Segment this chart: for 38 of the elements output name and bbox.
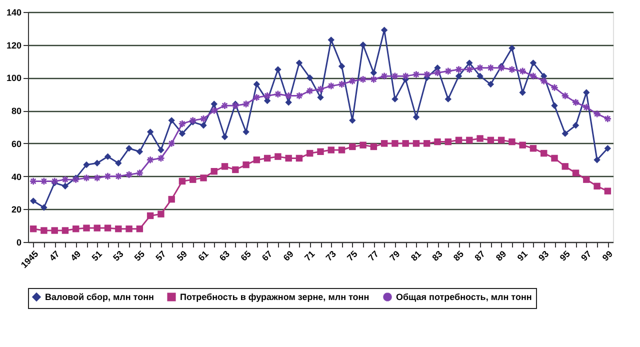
x-tick-label: 89	[494, 248, 508, 263]
x-tick-label: 81	[408, 248, 424, 263]
y-tick-label: 140	[6, 8, 22, 18]
x-tick-label: 93	[536, 248, 551, 263]
x-tick-label: 99	[600, 248, 615, 263]
y-tick-label: 120	[6, 40, 22, 50]
x-tick-label: 59	[174, 248, 190, 263]
x-tick-label: 47	[47, 248, 62, 263]
y-tick-label: 0	[16, 238, 22, 248]
x-tick-label: 51	[90, 248, 104, 263]
x-tick-label: 61	[196, 248, 210, 263]
x-tick-label: 91	[515, 248, 530, 263]
x-tick-label: 53	[111, 248, 126, 263]
y-tick-label: 100	[6, 73, 22, 84]
x-tick-label: 57	[154, 248, 168, 263]
x-tick-label: 95	[558, 248, 572, 263]
x-tick-label: 71	[302, 248, 317, 263]
x-tick-label: 55	[132, 248, 147, 263]
legend-label: Потребность в фуражном зерне, млн тонн	[180, 292, 370, 302]
x-tick-label: 65	[238, 248, 253, 263]
x-tick-label: 77	[366, 248, 381, 263]
x-tick-label: 75	[345, 248, 360, 263]
x-tick-label: 63	[217, 248, 232, 263]
x-tick-label: 73	[324, 248, 338, 263]
y-tick-label: 40	[11, 172, 22, 182]
x-tick-label: 85	[451, 248, 466, 263]
x-tick-label: 87	[472, 248, 487, 263]
x-tick-label: 83	[430, 248, 444, 263]
x-tick-label: 49	[68, 248, 83, 263]
x-tick-label: 97	[579, 248, 594, 263]
legend-label: Валовой сбор, млн тонн	[45, 292, 154, 302]
y-tick-label: 60	[11, 138, 22, 149]
x-tick-label: 79	[388, 248, 402, 263]
y-tick-label: 80	[11, 106, 22, 116]
x-tick-label: 67	[260, 248, 274, 263]
x-tick-label: 69	[281, 248, 296, 263]
y-tick-label: 20	[11, 204, 22, 215]
legend-label: Общая потребность, млн тонн	[396, 292, 532, 302]
